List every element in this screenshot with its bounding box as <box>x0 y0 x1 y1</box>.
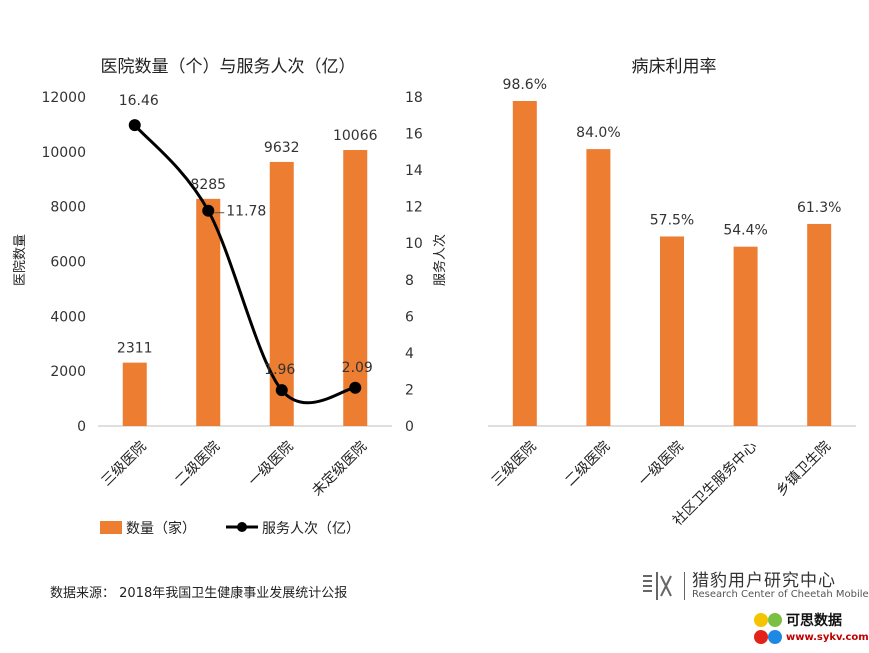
bar-value-label: 57.5% <box>650 212 694 228</box>
right-y-axis-label: 服务人次 <box>432 234 448 286</box>
left-y-tick-label: 10000 <box>41 145 86 161</box>
brand-separator <box>684 572 685 600</box>
left-y-ticks: 0 2000 4000 6000 8000 10000 12000 <box>41 90 86 435</box>
left-line-series: 16.46 11.78 1.96 2.09 <box>119 93 373 405</box>
left-bars: 2311 8285 9632 10066 <box>117 128 378 426</box>
category-label: 一级医院 <box>246 439 297 490</box>
line-value-label: 16.46 <box>119 93 159 109</box>
right-y-tick-label: 2 <box>405 382 414 398</box>
left-y-tick-label: 4000 <box>50 309 86 325</box>
right-y-tick-label: 6 <box>405 309 414 325</box>
left-chart: 医院数量（个）与服务人次（亿） 医院数量 服务人次 0 2000 4000 6000 8… <box>13 57 448 537</box>
brand-logo: 猎豹用户研究中心 Research Center of Cheetah Mobi… <box>640 566 869 606</box>
right-y-tick-label: 12 <box>405 200 423 216</box>
right-chart: 病床利用率 98.6% 84.0% 57.5% 54.4% 61.3% 三级医院 二级医院… <box>488 57 856 529</box>
bar <box>586 149 611 427</box>
bar <box>196 198 221 426</box>
bar-value-label: 98.6% <box>503 77 547 93</box>
line-point <box>275 384 288 397</box>
category-label: 未定级医院 <box>309 439 370 500</box>
right-y-tick-label: 14 <box>405 163 423 179</box>
corner-logo: 可思数据 www.sykv.com <box>752 608 869 652</box>
bar-value-label: 54.4% <box>723 223 767 239</box>
line-path <box>133 124 356 405</box>
left-chart-title: 医院数量（个）与服务人次（亿） <box>101 57 356 77</box>
corner-logo-name: 可思数据 <box>786 613 842 629</box>
left-y-axis-label: 医院数量 <box>13 234 28 286</box>
line-value-label: 2.09 <box>342 360 373 376</box>
category-label: 二级医院 <box>172 439 223 490</box>
category-label: 一级医院 <box>636 439 687 490</box>
bar <box>122 362 147 426</box>
left-y-tick-label: 12000 <box>41 90 86 106</box>
right-y-ticks: 0 2 4 6 8 10 12 14 16 18 <box>405 90 423 435</box>
line-point <box>128 119 141 132</box>
left-y-tick-label: 2000 <box>50 364 86 380</box>
bar <box>660 236 684 426</box>
left-y-tick-label: 6000 <box>50 255 86 271</box>
category-label: 二级医院 <box>562 439 613 490</box>
cheetah-logo-icon <box>643 572 672 600</box>
colorful-dots-icon <box>754 613 782 644</box>
legend-label-line: 服务人次（亿） <box>262 521 360 537</box>
bar-value-label: 2311 <box>117 341 153 357</box>
legend-label-bars: 数量（家） <box>126 520 196 537</box>
line-value-label: 1.96 <box>264 362 295 378</box>
left-y-tick-label: 0 <box>77 419 86 435</box>
right-y-tick-label: 18 <box>405 90 423 106</box>
line-point <box>349 381 362 394</box>
legend-swatch-bars <box>100 521 122 534</box>
left-y-tick-label: 8000 <box>50 200 86 216</box>
bar-value-label: 84.0% <box>576 125 620 141</box>
legend-swatch-marker <box>237 522 247 532</box>
line-value-label: 11.78 <box>226 204 266 220</box>
bar-value-label: 8285 <box>190 177 226 193</box>
brand-name-en: Research Center of Cheetah Mobile <box>692 589 869 600</box>
right-y-tick-label: 8 <box>405 273 414 289</box>
category-label: 三级医院 <box>489 439 540 490</box>
bar <box>733 246 758 426</box>
category-label: 三级医院 <box>99 439 150 490</box>
line-point <box>202 204 215 217</box>
bar-value-label: 10066 <box>333 128 378 144</box>
bar <box>807 223 832 426</box>
source-note: 数据来源： 2018年我国卫生健康事业发展统计公报 <box>50 586 348 601</box>
right-y-tick-label: 0 <box>405 419 414 435</box>
brand-name-cn: 猎豹用户研究中心 <box>692 571 836 591</box>
bar-value-label: 9632 <box>264 140 300 156</box>
right-bars: 98.6% 84.0% 57.5% 54.4% 61.3% <box>503 77 841 427</box>
bar <box>269 161 294 426</box>
bar <box>512 101 537 426</box>
right-y-tick-label: 16 <box>405 127 423 143</box>
right-y-tick-label: 4 <box>405 346 414 362</box>
right-y-tick-label: 10 <box>405 236 423 252</box>
left-category-labels: 三级医院 二级医院 一级医院 未定级医院 <box>99 439 370 500</box>
bar-value-label: 61.3% <box>797 200 841 216</box>
bar <box>343 150 368 426</box>
category-label: 乡镇卫生院 <box>773 439 834 500</box>
legend: 数量（家） 服务人次（亿） <box>100 520 360 537</box>
right-chart-title: 病床利用率 <box>632 57 717 77</box>
corner-logo-url: www.sykv.com <box>786 632 869 643</box>
